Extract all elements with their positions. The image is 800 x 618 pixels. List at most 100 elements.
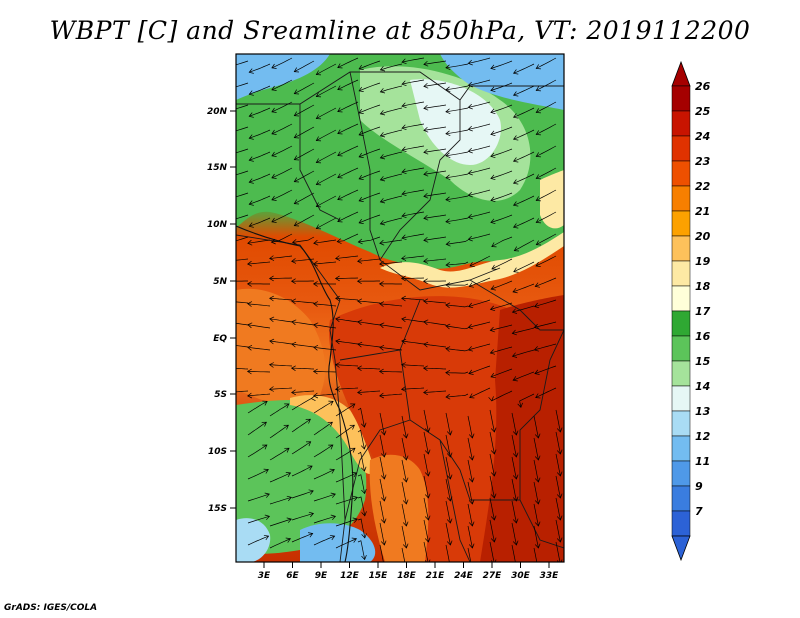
streamline (236, 214, 249, 220)
colorbar-segment (671, 485, 691, 512)
streamline-arrow (227, 86, 232, 91)
streamline (335, 447, 356, 461)
streamline-arrow (400, 362, 406, 368)
streamline-arrow (513, 246, 520, 252)
streamline-arrow (315, 158, 322, 164)
colorbar-label: 7 (695, 505, 703, 518)
streamline-arrow (467, 302, 474, 309)
streamline-arrow (468, 455, 475, 461)
streamline (401, 167, 425, 173)
lon-tick-label: 15E (369, 571, 389, 581)
streamline-arrow (315, 180, 322, 186)
streamline-arrow (285, 537, 292, 543)
streamline-arrow (512, 157, 519, 163)
streamline-arrow (402, 455, 409, 461)
streamline-arrow (445, 346, 451, 352)
streamline (358, 170, 381, 180)
streamline-arrow (380, 474, 387, 480)
lat-tick-label: EQ (213, 334, 227, 344)
streamline-arrow (248, 112, 254, 118)
streamline-arrow (262, 444, 268, 450)
streamline (236, 322, 249, 326)
colorbar-label: 11 (695, 455, 710, 468)
streamline (490, 368, 513, 378)
streamline-arrow (489, 326, 495, 333)
lon-tick-label: 12E (340, 571, 360, 581)
streamline-arrow (357, 389, 362, 396)
streamline (335, 277, 359, 279)
streamline-arrow (307, 465, 313, 471)
streamline-arrow (468, 477, 475, 483)
colorbar-segment (671, 260, 691, 287)
streamline-arrow (291, 341, 297, 348)
streamline (269, 496, 292, 505)
streamline-arrow (446, 496, 453, 502)
colorbar-segment (671, 410, 691, 437)
lat-tick-label: 15N (207, 163, 228, 173)
streamline-arrow (490, 537, 497, 543)
streamline-arrow (361, 488, 367, 495)
streamline (294, 148, 315, 161)
streamline-arrow (286, 495, 293, 502)
streamline (423, 104, 447, 109)
streamline (533, 525, 539, 549)
colorbar-segment (671, 110, 691, 137)
streamline-arrow (313, 239, 319, 246)
streamline-arrow (380, 452, 387, 458)
streamline (247, 261, 271, 265)
streamline (357, 540, 366, 560)
streamline (271, 79, 293, 91)
streamline-arrow (227, 64, 232, 69)
streamline-arrow (313, 301, 319, 307)
colorbar-label: 22 (695, 180, 711, 193)
streamline-arrow (248, 156, 254, 162)
colorbar-label: 15 (695, 355, 711, 368)
streamline (401, 277, 425, 279)
streamline (247, 469, 269, 480)
streamline (313, 469, 335, 480)
streamline-arrow (335, 338, 341, 345)
streamline (358, 148, 381, 158)
streamline-arrow (512, 179, 519, 185)
streamline-arrow (247, 322, 253, 329)
footer-credit: GrADS: IGES/COLA (4, 603, 98, 613)
streamline (357, 390, 381, 393)
streamline-arrow (379, 154, 386, 160)
streamline (401, 189, 425, 195)
colorbar-label: 9 (695, 480, 703, 493)
streamline-arrow (227, 174, 232, 179)
streamline-arrow (513, 563, 518, 567)
streamline (316, 129, 337, 141)
streamline-arrow (535, 64, 541, 70)
streamline (534, 321, 557, 328)
streamline-arrow (488, 396, 494, 402)
streamline (379, 412, 385, 436)
streamline (401, 387, 425, 390)
streamline (489, 409, 495, 433)
streamline (236, 82, 249, 88)
streamline (535, 387, 557, 398)
streamline-arrow (269, 338, 275, 345)
streamline (445, 434, 451, 458)
streamline-arrow (351, 537, 358, 543)
streamline (249, 129, 271, 139)
streamline-arrow (330, 514, 337, 521)
streamline (490, 170, 513, 179)
streamline (236, 236, 249, 242)
streamline-arrow (423, 83, 429, 89)
colorbar-segment (671, 510, 691, 537)
streamline-arrow (422, 365, 428, 371)
streamline (247, 346, 271, 351)
streamline-arrow (379, 260, 385, 267)
streamline (490, 104, 513, 113)
streamline-arrow (379, 88, 386, 94)
streamline-arrow (490, 108, 496, 115)
streamline-arrow (293, 221, 300, 227)
streamline-arrow (293, 89, 300, 95)
streamline-arrow (512, 496, 519, 502)
streamline-arrow (469, 566, 474, 570)
streamline-arrow (446, 452, 453, 458)
streamline-arrow (293, 67, 300, 73)
streamline-arrow (423, 193, 429, 199)
streamline-arrow (305, 441, 312, 447)
